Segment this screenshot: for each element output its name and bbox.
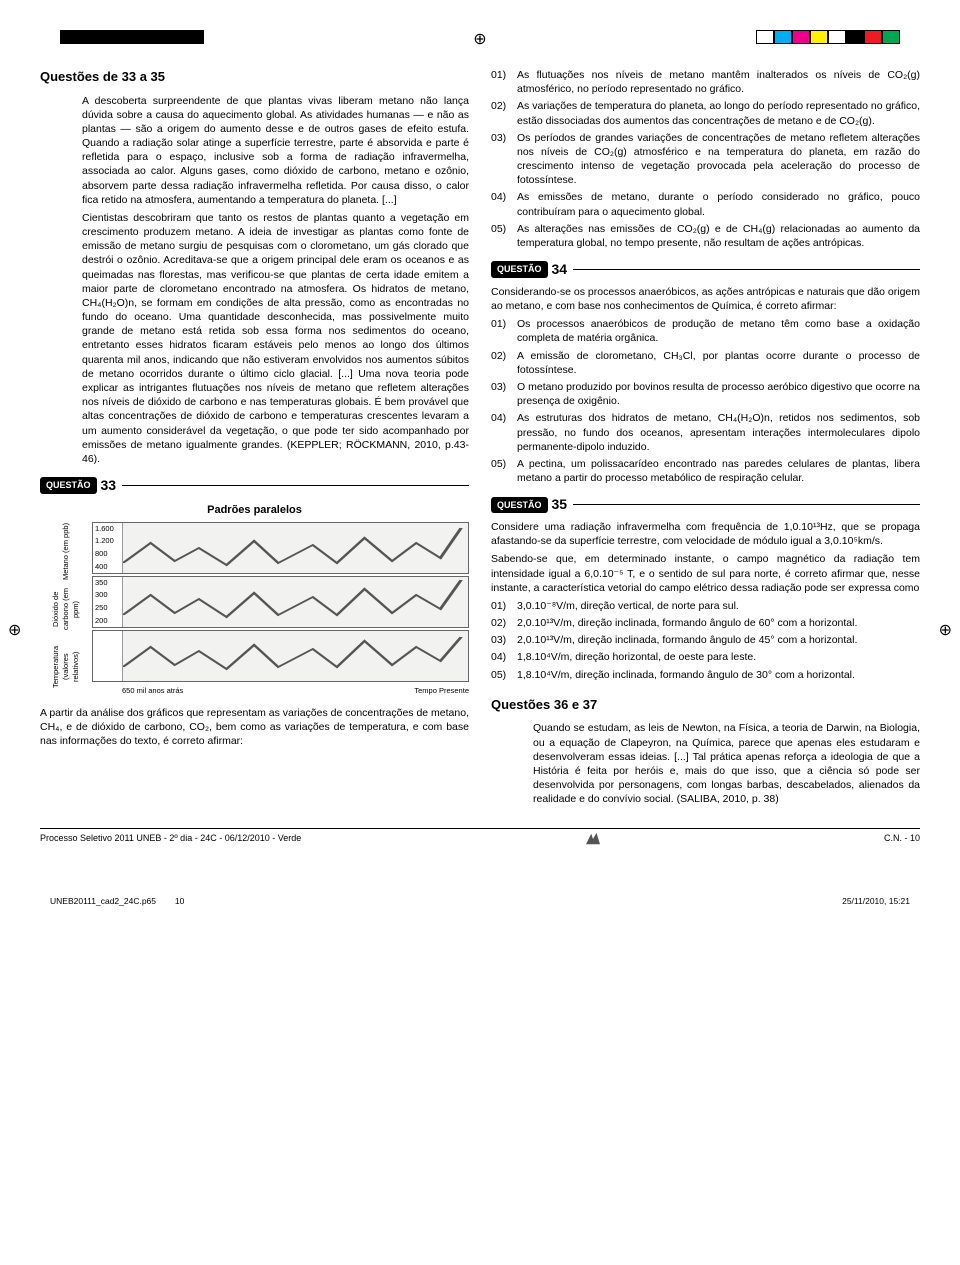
right-column: 01)As flutuações nos níveis de metano ma… <box>491 68 920 810</box>
chart-panel-temperatura <box>92 630 469 682</box>
option-text: O metano produzido por bovinos resulta d… <box>517 380 920 408</box>
register-mark-icon: ⊕ <box>939 620 952 642</box>
divider <box>122 485 469 486</box>
answer-option: 01)3,0.10⁻⁸V/m, direção vertical, de nor… <box>491 599 920 613</box>
q34-options: 01)Os processos anaeróbicos de produção … <box>491 317 920 485</box>
answer-option: 05)1,8.10⁴V/m, direção inclinada, forman… <box>491 668 920 682</box>
chart-panel-co2: 350 300 250 200 <box>92 576 469 628</box>
answer-option: 01)Os processos anaeróbicos de produção … <box>491 317 920 345</box>
answer-option: 05)A pectina, um polissacarídeo encontra… <box>491 457 920 485</box>
question-tag: QUESTÃO 33 <box>40 476 469 495</box>
left-column: Questões de 33 a 35 A descoberta surpree… <box>40 68 469 810</box>
register-mark-icon: ⊕ <box>473 29 486 51</box>
chart-xaxis: 650 mil anos atrás Tempo Presente <box>92 684 469 696</box>
option-number: 03) <box>491 380 517 408</box>
option-number: 02) <box>491 616 517 630</box>
option-text: A emissão de clorometano, CH₃Cl, por pla… <box>517 349 920 377</box>
answer-option: 04)As emissões de metano, durante o perí… <box>491 190 920 218</box>
question-number: 35 <box>552 495 568 514</box>
option-number: 04) <box>491 190 517 218</box>
question-stem: Sabendo-se que, em determinado instante,… <box>491 552 920 595</box>
logo-icon <box>584 832 602 846</box>
option-text: As alterações nas emissões de CO₂(g) e d… <box>517 222 920 250</box>
color-bar-right <box>756 30 900 44</box>
intro-paragraph: Quando se estudam, as leis de Newton, na… <box>533 721 920 806</box>
option-number: 03) <box>491 633 517 647</box>
option-text: As emissões de metano, durante o período… <box>517 190 920 218</box>
q33-options: 01)As flutuações nos níveis de metano ma… <box>491 68 920 250</box>
option-number: 01) <box>491 68 517 96</box>
answer-option: 03)2,0.10¹³V/m, direção inclinada, forma… <box>491 633 920 647</box>
chart-title: Padrões paralelos <box>40 503 469 518</box>
crop-marks: ⊕ <box>40 30 920 50</box>
answer-option: 01)As flutuações nos níveis de metano ma… <box>491 68 920 96</box>
question-number: 33 <box>101 476 117 495</box>
option-text: 1,8.10⁴V/m, direção horizontal, de oeste… <box>517 650 920 664</box>
option-text: As variações de temperatura do planeta, … <box>517 99 920 127</box>
question-stem: A partir da análise dos gráficos que rep… <box>40 706 469 749</box>
answer-option: 02)A emissão de clorometano, CH₃Cl, por … <box>491 349 920 377</box>
question-stem: Considere uma radiação infravermelha com… <box>491 520 920 548</box>
option-number: 05) <box>491 668 517 682</box>
option-text: 2,0.10¹³V/m, direção inclinada, formando… <box>517 633 920 647</box>
chart-ylabels: Metano (em ppb) Dióxido de carbono (em p… <box>40 522 92 696</box>
question-label: QUESTÃO <box>491 497 548 513</box>
question-tag: QUESTÃO 34 <box>491 260 920 279</box>
answer-option: 05)As alterações nas emissões de CO₂(g) … <box>491 222 920 250</box>
option-number: 03) <box>491 131 517 188</box>
chart-padroes-paralelos: Padrões paralelos Metano (em ppb) Dióxid… <box>40 503 469 696</box>
option-text: As flutuações nos níveis de metano mantê… <box>517 68 920 96</box>
option-text: 1,8.10⁴V/m, direção inclinada, formando … <box>517 668 920 682</box>
question-label: QUESTÃO <box>491 261 548 277</box>
color-bar-left <box>60 30 204 44</box>
option-text: 2,0.10¹³V/m, direção inclinada, formando… <box>517 616 920 630</box>
answer-option: 03)O metano produzido por bovinos result… <box>491 380 920 408</box>
option-number: 01) <box>491 599 517 613</box>
section-heading: Questões 36 e 37 <box>491 696 920 714</box>
answer-option: 02)2,0.10¹³V/m, direção inclinada, forma… <box>491 616 920 630</box>
option-text: 3,0.10⁻⁸V/m, direção vertical, de norte … <box>517 599 920 613</box>
option-text: A pectina, um polissacarídeo encontrado … <box>517 457 920 485</box>
question-label: QUESTÃO <box>40 477 97 493</box>
answer-option: 04)1,8.10⁴V/m, direção horizontal, de oe… <box>491 650 920 664</box>
page-footer: Processo Seletivo 2011 UNEB - 2º dia - 2… <box>40 828 920 846</box>
intro-paragraph: A descoberta surpreendente de que planta… <box>82 94 469 207</box>
answer-option: 04)As estruturas dos hidratos de metano,… <box>491 411 920 454</box>
option-number: 02) <box>491 99 517 127</box>
file-metadata: UNEB20111_cad2_24C.p65 10 25/11/2010, 15… <box>40 896 920 907</box>
chart-panels: 1.600 1.200 800 400 350 300 250 200 <box>92 522 469 696</box>
option-number: 04) <box>491 411 517 454</box>
intro-paragraph: Cientistas descobriram que tanto os rest… <box>82 211 469 466</box>
register-mark-icon: ⊕ <box>8 620 21 642</box>
option-number: 04) <box>491 650 517 664</box>
option-text: Os processos anaeróbicos de produção de … <box>517 317 920 345</box>
option-text: Os períodos de grandes variações de conc… <box>517 131 920 188</box>
option-number: 02) <box>491 349 517 377</box>
question-stem: Considerando-se os processos anaeróbicos… <box>491 285 920 313</box>
question-tag: QUESTÃO 35 <box>491 495 920 514</box>
footer-right: C.N. - 10 <box>884 832 920 846</box>
answer-option: 03)Os períodos de grandes variações de c… <box>491 131 920 188</box>
option-text: As estruturas dos hidratos de metano, CH… <box>517 411 920 454</box>
option-number: 05) <box>491 457 517 485</box>
option-number: 05) <box>491 222 517 250</box>
question-number: 34 <box>552 260 568 279</box>
chart-panel-metano: 1.600 1.200 800 400 <box>92 522 469 574</box>
footer-left: Processo Seletivo 2011 UNEB - 2º dia - 2… <box>40 832 301 846</box>
q35-options: 01)3,0.10⁻⁸V/m, direção vertical, de nor… <box>491 599 920 682</box>
section-heading: Questões de 33 a 35 <box>40 68 469 86</box>
answer-option: 02)As variações de temperatura do planet… <box>491 99 920 127</box>
divider <box>573 504 920 505</box>
option-number: 01) <box>491 317 517 345</box>
divider <box>573 269 920 270</box>
